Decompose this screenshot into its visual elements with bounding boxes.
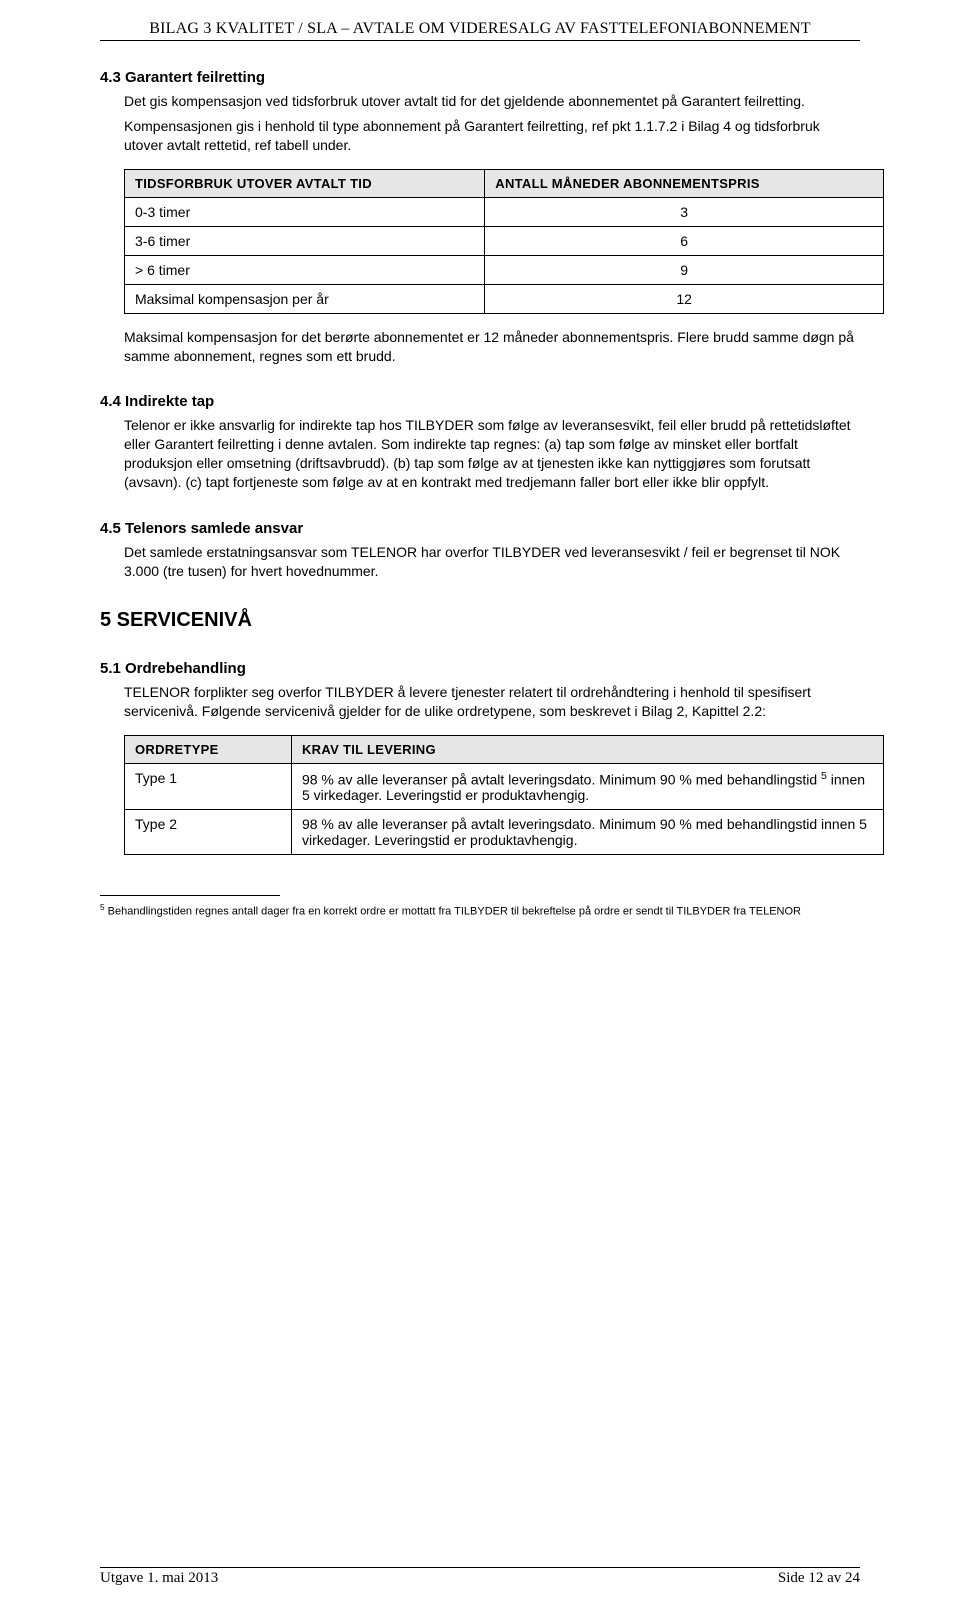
cell-text: 98 % av alle leveranser på avtalt leveri… [302, 816, 867, 848]
table-row: > 6 timer 9 [125, 255, 884, 284]
th-ordretype: ORDRETYPE [125, 735, 292, 763]
footnote-rule [100, 895, 280, 896]
cell: 3-6 timer [125, 226, 485, 255]
page-footer: Utgave 1. mai 2013 Side 12 av 24 [100, 1567, 860, 1587]
cell: > 6 timer [125, 255, 485, 284]
table-ordretype: ORDRETYPE KRAV TIL LEVERING Type 1 98 % … [124, 735, 884, 856]
heading-4-5: 4.5 Telenors samlede ansvar [100, 520, 860, 537]
th-antall: ANTALL MÅNEDER ABONNEMENTSPRIS [485, 169, 884, 197]
cell: 3 [485, 197, 884, 226]
cell-text: 98 % av alle leveranser på avtalt leveri… [302, 771, 821, 787]
cell: Type 2 [125, 810, 292, 855]
footer-right: Side 12 av 24 [778, 1570, 860, 1587]
table-row: Type 1 98 % av alle leveranser på avtalt… [125, 763, 884, 810]
para-4-3-3: Maksimal kompensasjon for det berørte ab… [124, 328, 860, 366]
page-header: BILAG 3 KVALITET / SLA – AVTALE OM VIDER… [100, 20, 860, 41]
cell: 12 [485, 284, 884, 313]
para-5-1: TELENOR forplikter seg overfor TILBYDER … [124, 683, 860, 721]
table-row: 0-3 timer 3 [125, 197, 884, 226]
table-row: 3-6 timer 6 [125, 226, 884, 255]
table-header-row: TIDSFORBRUK UTOVER AVTALT TID ANTALL MÅN… [125, 169, 884, 197]
para-4-3-1: Det gis kompensasjon ved tidsforbruk uto… [124, 92, 860, 111]
table-row: Type 2 98 % av alle leveranser på avtalt… [125, 810, 884, 855]
heading-4-3: 4.3 Garantert feilretting [100, 69, 860, 86]
cell: 98 % av alle leveranser på avtalt leveri… [291, 810, 883, 855]
footnote-text: Behandlingstiden regnes antall dager fra… [105, 906, 801, 918]
para-4-4: Telenor er ikke ansvarlig for indirekte … [124, 416, 860, 492]
cell: Type 1 [125, 763, 292, 810]
table-row: Maksimal kompensasjon per år 12 [125, 284, 884, 313]
para-4-5: Det samlede erstatningsansvar som TELENO… [124, 543, 860, 581]
th-tidsforbruk: TIDSFORBRUK UTOVER AVTALT TID [125, 169, 485, 197]
heading-5-1: 5.1 Ordrebehandling [100, 660, 860, 677]
th-krav: KRAV TIL LEVERING [291, 735, 883, 763]
table-compensation: TIDSFORBRUK UTOVER AVTALT TID ANTALL MÅN… [124, 169, 884, 314]
cell: Maksimal kompensasjon per år [125, 284, 485, 313]
heading-5: 5 SERVICENIVÅ [100, 609, 860, 632]
cell: 9 [485, 255, 884, 284]
para-4-3-2: Kompensasjonen gis i henhold til type ab… [124, 117, 860, 155]
cell: 0-3 timer [125, 197, 485, 226]
footer-left: Utgave 1. mai 2013 [100, 1570, 218, 1587]
table-header-row: ORDRETYPE KRAV TIL LEVERING [125, 735, 884, 763]
cell: 6 [485, 226, 884, 255]
footnote-5: 5 Behandlingstiden regnes antall dager f… [100, 902, 860, 920]
cell: 98 % av alle leveranser på avtalt leveri… [291, 763, 883, 810]
heading-4-4: 4.4 Indirekte tap [100, 393, 860, 410]
